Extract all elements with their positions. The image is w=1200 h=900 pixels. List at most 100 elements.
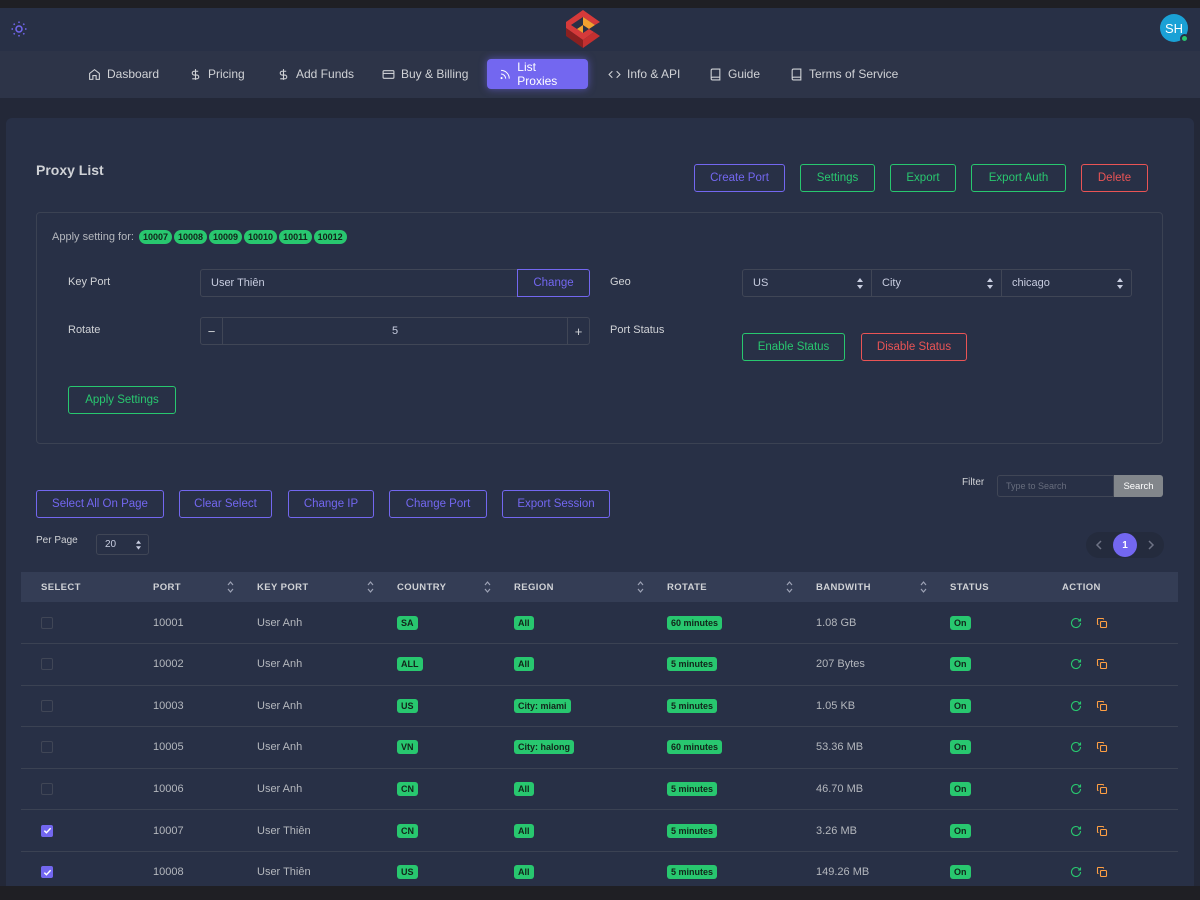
selected-port-pill: 10007 — [138, 230, 172, 244]
nav-item-buy-billing[interactable]: Buy & Billing — [370, 59, 480, 89]
refresh-icon[interactable] — [1070, 825, 1082, 837]
key-port-cell: User Thiên — [257, 866, 311, 879]
change-key-port-button[interactable]: Change — [517, 269, 590, 297]
nav-item-pricing[interactable]: Pricing — [177, 59, 257, 89]
enable-status-button[interactable]: Enable Status — [742, 333, 845, 361]
country-cell: US — [397, 685, 418, 726]
change-port-button[interactable]: Change Port — [389, 490, 487, 518]
apply-for-label: Apply setting for: — [52, 231, 134, 243]
nav-label: Info & API — [627, 67, 681, 81]
status-badge: On — [950, 615, 971, 630]
geo-country-value: US — [753, 277, 769, 289]
nav-label: Terms of Service — [809, 67, 899, 81]
nav-label: List Proxies — [517, 60, 558, 88]
sort-icon[interactable] — [920, 581, 927, 593]
copy-icon[interactable] — [1096, 825, 1108, 837]
key-port-input[interactable]: User Thiên — [200, 269, 518, 297]
create-port-button[interactable]: Create Port — [694, 164, 785, 192]
port-cell: 10002 — [153, 658, 184, 671]
geo-country-select[interactable]: US — [742, 269, 872, 297]
copy-icon[interactable] — [1096, 700, 1108, 712]
per-page-select[interactable]: 20 — [96, 534, 149, 555]
delete-button[interactable]: Delete — [1081, 164, 1148, 192]
row-checkbox[interactable] — [41, 699, 53, 712]
export-auth-button[interactable]: Export Auth — [971, 164, 1066, 192]
per-page-value: 20 — [105, 539, 117, 550]
geo-city-select[interactable]: chicago — [1001, 269, 1132, 297]
apply-settings-button[interactable]: Apply Settings — [68, 386, 176, 414]
row-checkbox[interactable] — [41, 866, 53, 879]
brand-logo-icon[interactable] — [562, 8, 604, 50]
export-session-button[interactable]: Export Session — [502, 490, 610, 518]
disable-status-button[interactable]: Disable Status — [861, 333, 967, 361]
row-checkbox[interactable] — [41, 616, 53, 629]
nav-item-list-proxies[interactable]: List Proxies — [487, 59, 588, 89]
export-button[interactable]: Export — [890, 164, 956, 192]
row-checkbox[interactable] — [41, 782, 53, 795]
user-avatar[interactable]: SH — [1160, 14, 1189, 43]
action-cell — [1070, 727, 1108, 768]
nav-label: Pricing — [208, 67, 245, 81]
sort-icon[interactable] — [367, 581, 374, 593]
geo-type-select[interactable]: City — [871, 269, 1002, 297]
region-cell: All — [514, 768, 534, 809]
settings-button[interactable]: Settings — [800, 164, 875, 192]
col-key-port[interactable]: KEY PORT — [257, 581, 309, 593]
nav-item-dashboard[interactable]: Dasboard — [76, 59, 171, 89]
nav-item-terms[interactable]: Terms of Service — [778, 59, 910, 89]
col-region[interactable]: REGION — [514, 581, 554, 593]
key-port-cell: User Anh — [257, 658, 303, 671]
change-ip-button[interactable]: Change IP — [288, 490, 374, 518]
copy-icon[interactable] — [1096, 658, 1108, 670]
prev-page-button[interactable] — [1092, 537, 1106, 553]
region-badge: City: miami — [514, 698, 571, 713]
sort-icon[interactable] — [484, 581, 491, 593]
refresh-icon[interactable] — [1070, 658, 1082, 670]
country-badge: SA — [397, 615, 418, 630]
rotate-value[interactable]: 5 — [391, 325, 399, 337]
refresh-icon[interactable] — [1070, 741, 1082, 753]
page-1-button[interactable]: 1 — [1113, 533, 1137, 557]
region-badge: All — [514, 657, 534, 672]
country-cell: VN — [397, 727, 418, 768]
copy-icon[interactable] — [1096, 783, 1108, 795]
next-page-button[interactable] — [1144, 537, 1158, 553]
per-page-label: Per Page — [36, 535, 78, 546]
sort-icon[interactable] — [786, 581, 793, 593]
dollar-icon — [191, 68, 200, 80]
search-button[interactable]: Search — [1114, 475, 1163, 497]
rotate-increment-button[interactable]: + — [567, 318, 589, 344]
book-icon — [791, 68, 802, 80]
window-bottom-edge — [0, 886, 1200, 900]
bandwidth-cell: 1.05 KB — [816, 699, 856, 712]
country-cell: CN — [397, 768, 418, 809]
refresh-icon[interactable] — [1070, 783, 1082, 795]
row-checkbox[interactable] — [41, 658, 53, 671]
copy-icon[interactable] — [1096, 617, 1108, 629]
select-all-on-page-button[interactable]: Select All On Page — [36, 490, 164, 518]
refresh-icon[interactable] — [1070, 617, 1082, 629]
sort-icon[interactable] — [227, 581, 234, 593]
refresh-icon[interactable] — [1070, 866, 1082, 878]
col-rotate[interactable]: ROTATE — [667, 581, 708, 593]
sort-icon[interactable] — [637, 581, 644, 593]
action-cell — [1070, 685, 1108, 726]
clear-select-button[interactable]: Clear Select — [179, 490, 272, 518]
col-port[interactable]: PORT — [153, 581, 181, 593]
row-checkbox[interactable] — [41, 741, 53, 754]
nav-item-info-api[interactable]: Info & API — [596, 59, 692, 89]
nav-item-guide[interactable]: Guide — [697, 59, 772, 89]
col-bandwidth[interactable]: BANDWITH — [816, 581, 871, 593]
bandwidth-cell: 46.70 MB — [816, 782, 864, 795]
col-country[interactable]: COUNTRY — [397, 581, 447, 593]
refresh-icon[interactable] — [1070, 700, 1082, 712]
copy-icon[interactable] — [1096, 741, 1108, 753]
rotate-decrement-button[interactable]: − — [201, 318, 223, 344]
search-input[interactable]: Type to Search — [997, 475, 1114, 497]
online-status-dot — [1180, 34, 1189, 43]
copy-icon[interactable] — [1096, 866, 1108, 878]
nav-label: Buy & Billing — [401, 67, 469, 81]
nav-item-add-funds[interactable]: Add Funds — [265, 59, 366, 89]
row-checkbox[interactable] — [41, 824, 53, 837]
theme-toggle-sun-icon[interactable] — [10, 20, 28, 38]
